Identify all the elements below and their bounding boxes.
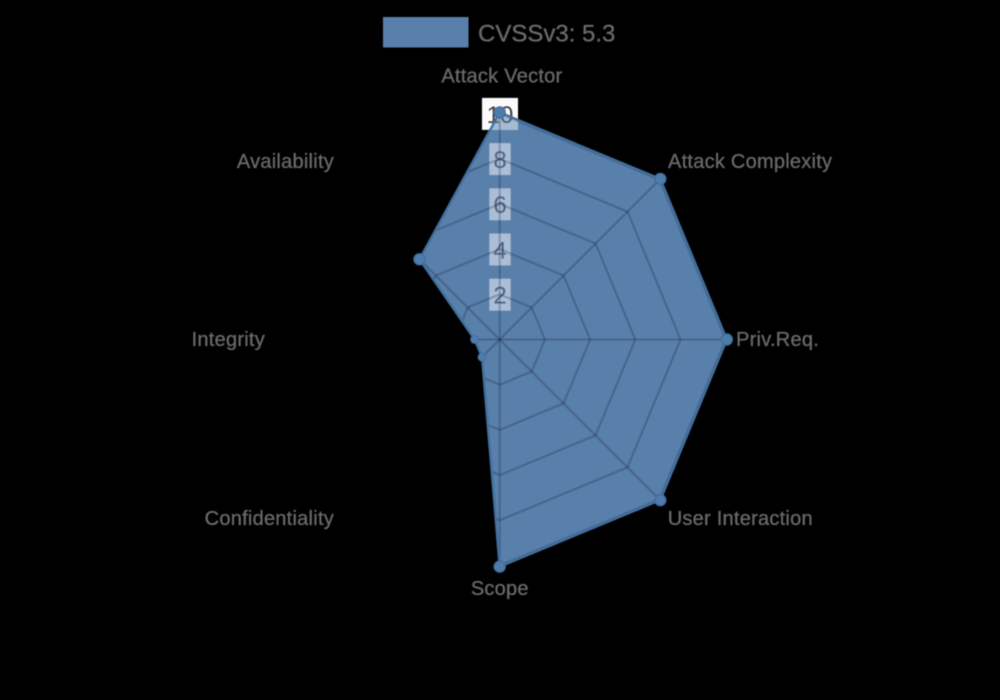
svg-text:Priv.Req.: Priv.Req. [736, 329, 819, 351]
svg-text:Integrity: Integrity [192, 329, 265, 351]
svg-text:Availability: Availability [237, 151, 334, 173]
svg-text:Attack Complexity: Attack Complexity [668, 151, 832, 173]
svg-text:CVSSv3: 5.3: CVSSv3: 5.3 [478, 21, 615, 48]
svg-text:Attack Vector: Attack Vector [441, 65, 562, 87]
svg-text:Confidentiality: Confidentiality [205, 508, 334, 530]
svg-text:8: 8 [493, 147, 506, 174]
svg-text:4: 4 [493, 237, 506, 264]
svg-text:2: 2 [493, 283, 506, 310]
svg-text:Scope: Scope [471, 578, 529, 600]
svg-text:6: 6 [493, 192, 506, 219]
svg-text:User Interaction: User Interaction [668, 508, 813, 530]
